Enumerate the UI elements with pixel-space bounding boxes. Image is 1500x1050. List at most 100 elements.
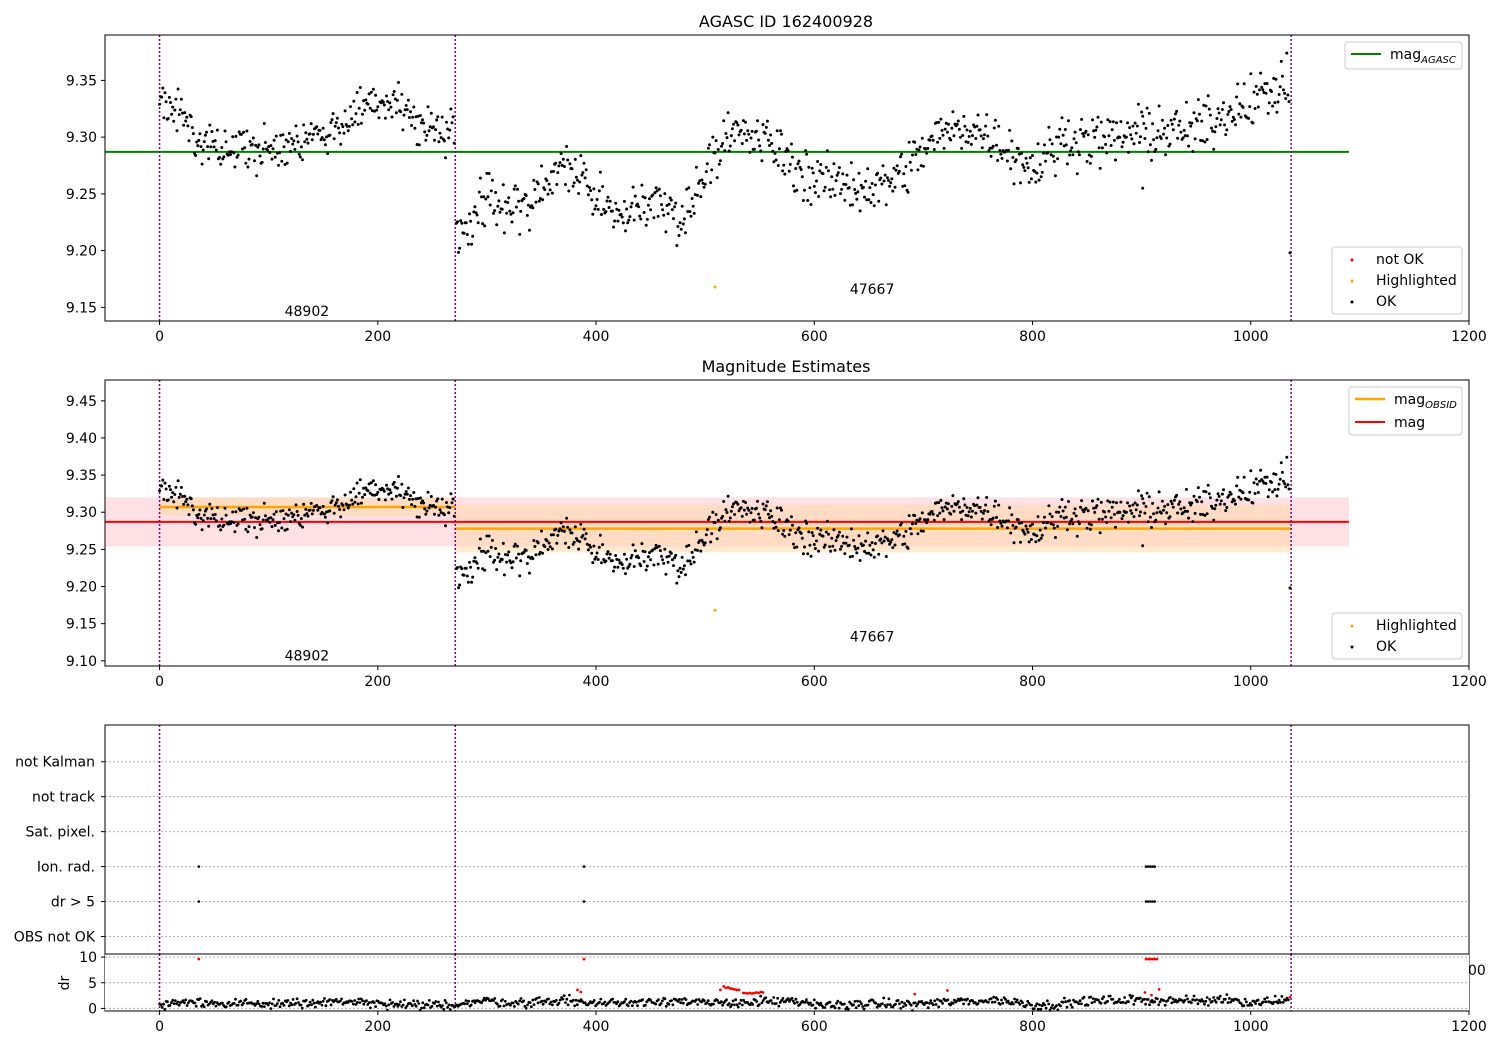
data-point-ok <box>433 138 436 142</box>
data-point-ok <box>1089 154 1093 158</box>
data-point-ok <box>786 519 790 523</box>
data-point-ok <box>224 513 228 517</box>
data-point-ok <box>1142 501 1146 505</box>
data-point-ok <box>620 215 624 219</box>
data-point-ok <box>486 195 490 199</box>
data-point-ok <box>893 185 897 189</box>
data-point-ok <box>886 1003 889 1006</box>
data-point-ok <box>814 1006 817 1010</box>
data-point-ok <box>783 172 787 176</box>
data-point-ok <box>756 499 759 503</box>
data-point-ok <box>526 1003 529 1007</box>
data-point-ok <box>737 133 741 137</box>
data-point-ok <box>494 547 498 550</box>
data-point-ok <box>1175 493 1179 497</box>
data-point-ok <box>730 127 734 131</box>
panel-mag-legend-lines: magOBSID mag <box>1348 386 1463 436</box>
data-point-ok <box>656 562 660 566</box>
data-point-ok <box>299 145 303 149</box>
data-point-ok <box>203 133 207 137</box>
data-point-ok <box>559 152 563 155</box>
data-point-ok <box>361 112 364 116</box>
data-point-ok <box>806 199 810 202</box>
data-point-ok <box>357 997 360 1001</box>
data-point-ok <box>295 134 299 138</box>
data-point-ok <box>194 522 198 526</box>
data-point-ok <box>871 548 875 552</box>
data-point-ok <box>578 540 582 544</box>
data-point-ok <box>627 218 631 222</box>
data-point-ok <box>718 159 722 163</box>
data-point-ok <box>950 126 954 130</box>
data-point-ok <box>771 149 775 153</box>
data-point-ok <box>662 561 666 565</box>
data-point-ok <box>322 512 326 516</box>
data-point-ok <box>323 143 327 147</box>
data-point-ok <box>194 153 198 157</box>
data-point-ok <box>277 163 280 167</box>
data-point-ok <box>537 199 541 203</box>
data-point-ok <box>1069 149 1073 153</box>
data-point-ok <box>598 1000 601 1004</box>
data-point-ok <box>895 529 899 533</box>
data-point-ok <box>966 140 970 144</box>
data-point-ok <box>320 511 324 514</box>
data-point-ok <box>251 511 255 515</box>
data-point-ok <box>1266 495 1270 499</box>
data-point-ok <box>723 519 727 523</box>
data-point-ok <box>402 113 406 117</box>
data-point-ok <box>1080 117 1084 121</box>
data-point-ok <box>877 199 881 203</box>
y-tick-label: 9.30 <box>66 130 97 146</box>
data-point-ok <box>1285 51 1289 55</box>
data-point-ok <box>437 513 441 517</box>
data-point-ok <box>1222 101 1225 105</box>
data-point-ok <box>967 510 971 514</box>
data-point-ok <box>532 539 536 542</box>
data-point-ok <box>611 997 614 1001</box>
data-point-ok <box>518 232 522 236</box>
data-point-ok <box>591 561 595 565</box>
data-point-ok <box>490 538 494 542</box>
data-point-ok <box>1285 455 1289 459</box>
data-point-ok <box>159 1003 163 1007</box>
data-point-ok <box>971 509 974 513</box>
data-point-ok <box>429 111 433 115</box>
data-point-ok <box>276 1002 279 1005</box>
data-point-ok <box>352 1002 355 1006</box>
data-point-ok <box>633 549 637 553</box>
data-point-ok <box>483 224 487 228</box>
data-point-ok <box>1242 82 1246 86</box>
data-point-ok <box>1254 477 1258 481</box>
data-point-ok <box>945 130 949 134</box>
data-point-ok <box>1043 143 1046 147</box>
data-point-ok <box>627 565 631 568</box>
data-point-ok <box>561 997 565 1001</box>
data-point-ok <box>941 133 945 137</box>
data-point-ok <box>445 120 448 124</box>
data-point-ok <box>582 527 586 531</box>
x-tick-label: 200 <box>364 674 391 690</box>
data-point-ok <box>694 530 698 534</box>
data-point-ok <box>474 211 478 215</box>
data-point-ok <box>1035 171 1039 175</box>
data-point-ok <box>1097 146 1101 150</box>
data-point-ok <box>269 144 273 148</box>
data-point-ok <box>1073 130 1077 134</box>
data-point-ok <box>898 1002 901 1006</box>
data-point-ok <box>655 189 659 193</box>
data-point-ok <box>555 541 559 545</box>
data-point-ok <box>1089 995 1092 999</box>
data-point-ok <box>750 129 754 133</box>
data-point-ok <box>928 1001 931 1005</box>
data-point-ok <box>828 188 832 192</box>
data-point-ok <box>526 555 530 559</box>
data-point-ok <box>1024 156 1028 160</box>
data-point-ok <box>780 999 783 1002</box>
data-point-ok <box>686 559 690 563</box>
data-point-ok <box>541 551 545 555</box>
data-point-ok <box>291 998 295 1001</box>
data-point-ok <box>887 539 890 543</box>
data-point-ok <box>321 504 325 508</box>
data-point-ok <box>736 502 740 506</box>
